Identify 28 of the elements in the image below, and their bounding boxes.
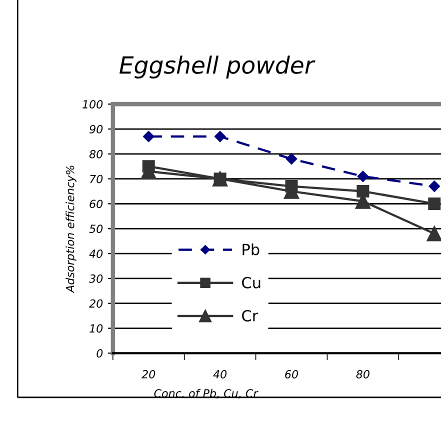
x-tick-label: 40	[213, 370, 227, 378]
point	[426, 226, 441, 242]
x-tick-label: 80	[356, 370, 370, 378]
y-tick-label: 70	[90, 174, 103, 184]
point	[356, 185, 370, 198]
y-tick-label: 40	[89, 250, 103, 258]
point	[286, 153, 298, 165]
legend-label: Cr	[242, 310, 258, 322]
legend-label: Cu	[242, 276, 260, 288]
point	[428, 180, 440, 192]
x-tick-label: 20	[142, 370, 156, 378]
y-tick-label: 90	[90, 125, 103, 134]
point	[214, 130, 226, 142]
y-tick-label: 30	[89, 274, 103, 283]
y-tick-label: 0	[96, 349, 103, 358]
y-tick-label: 60	[90, 200, 103, 208]
point	[357, 170, 369, 182]
chart-title: Eggshell powder	[119, 56, 316, 78]
point	[428, 197, 441, 210]
y-tick-label: 100	[82, 100, 103, 109]
y-tick-label: 20	[89, 299, 103, 308]
point	[143, 130, 154, 142]
y-tick-label: 80	[89, 150, 103, 158]
x-tick-label: 60	[285, 370, 298, 378]
legend-label: Pb	[242, 243, 260, 256]
y-tick-label: 10	[90, 324, 103, 333]
y-axis-title: Adsorption efficiency%	[66, 166, 76, 294]
y-tick-label: 50	[89, 224, 103, 234]
